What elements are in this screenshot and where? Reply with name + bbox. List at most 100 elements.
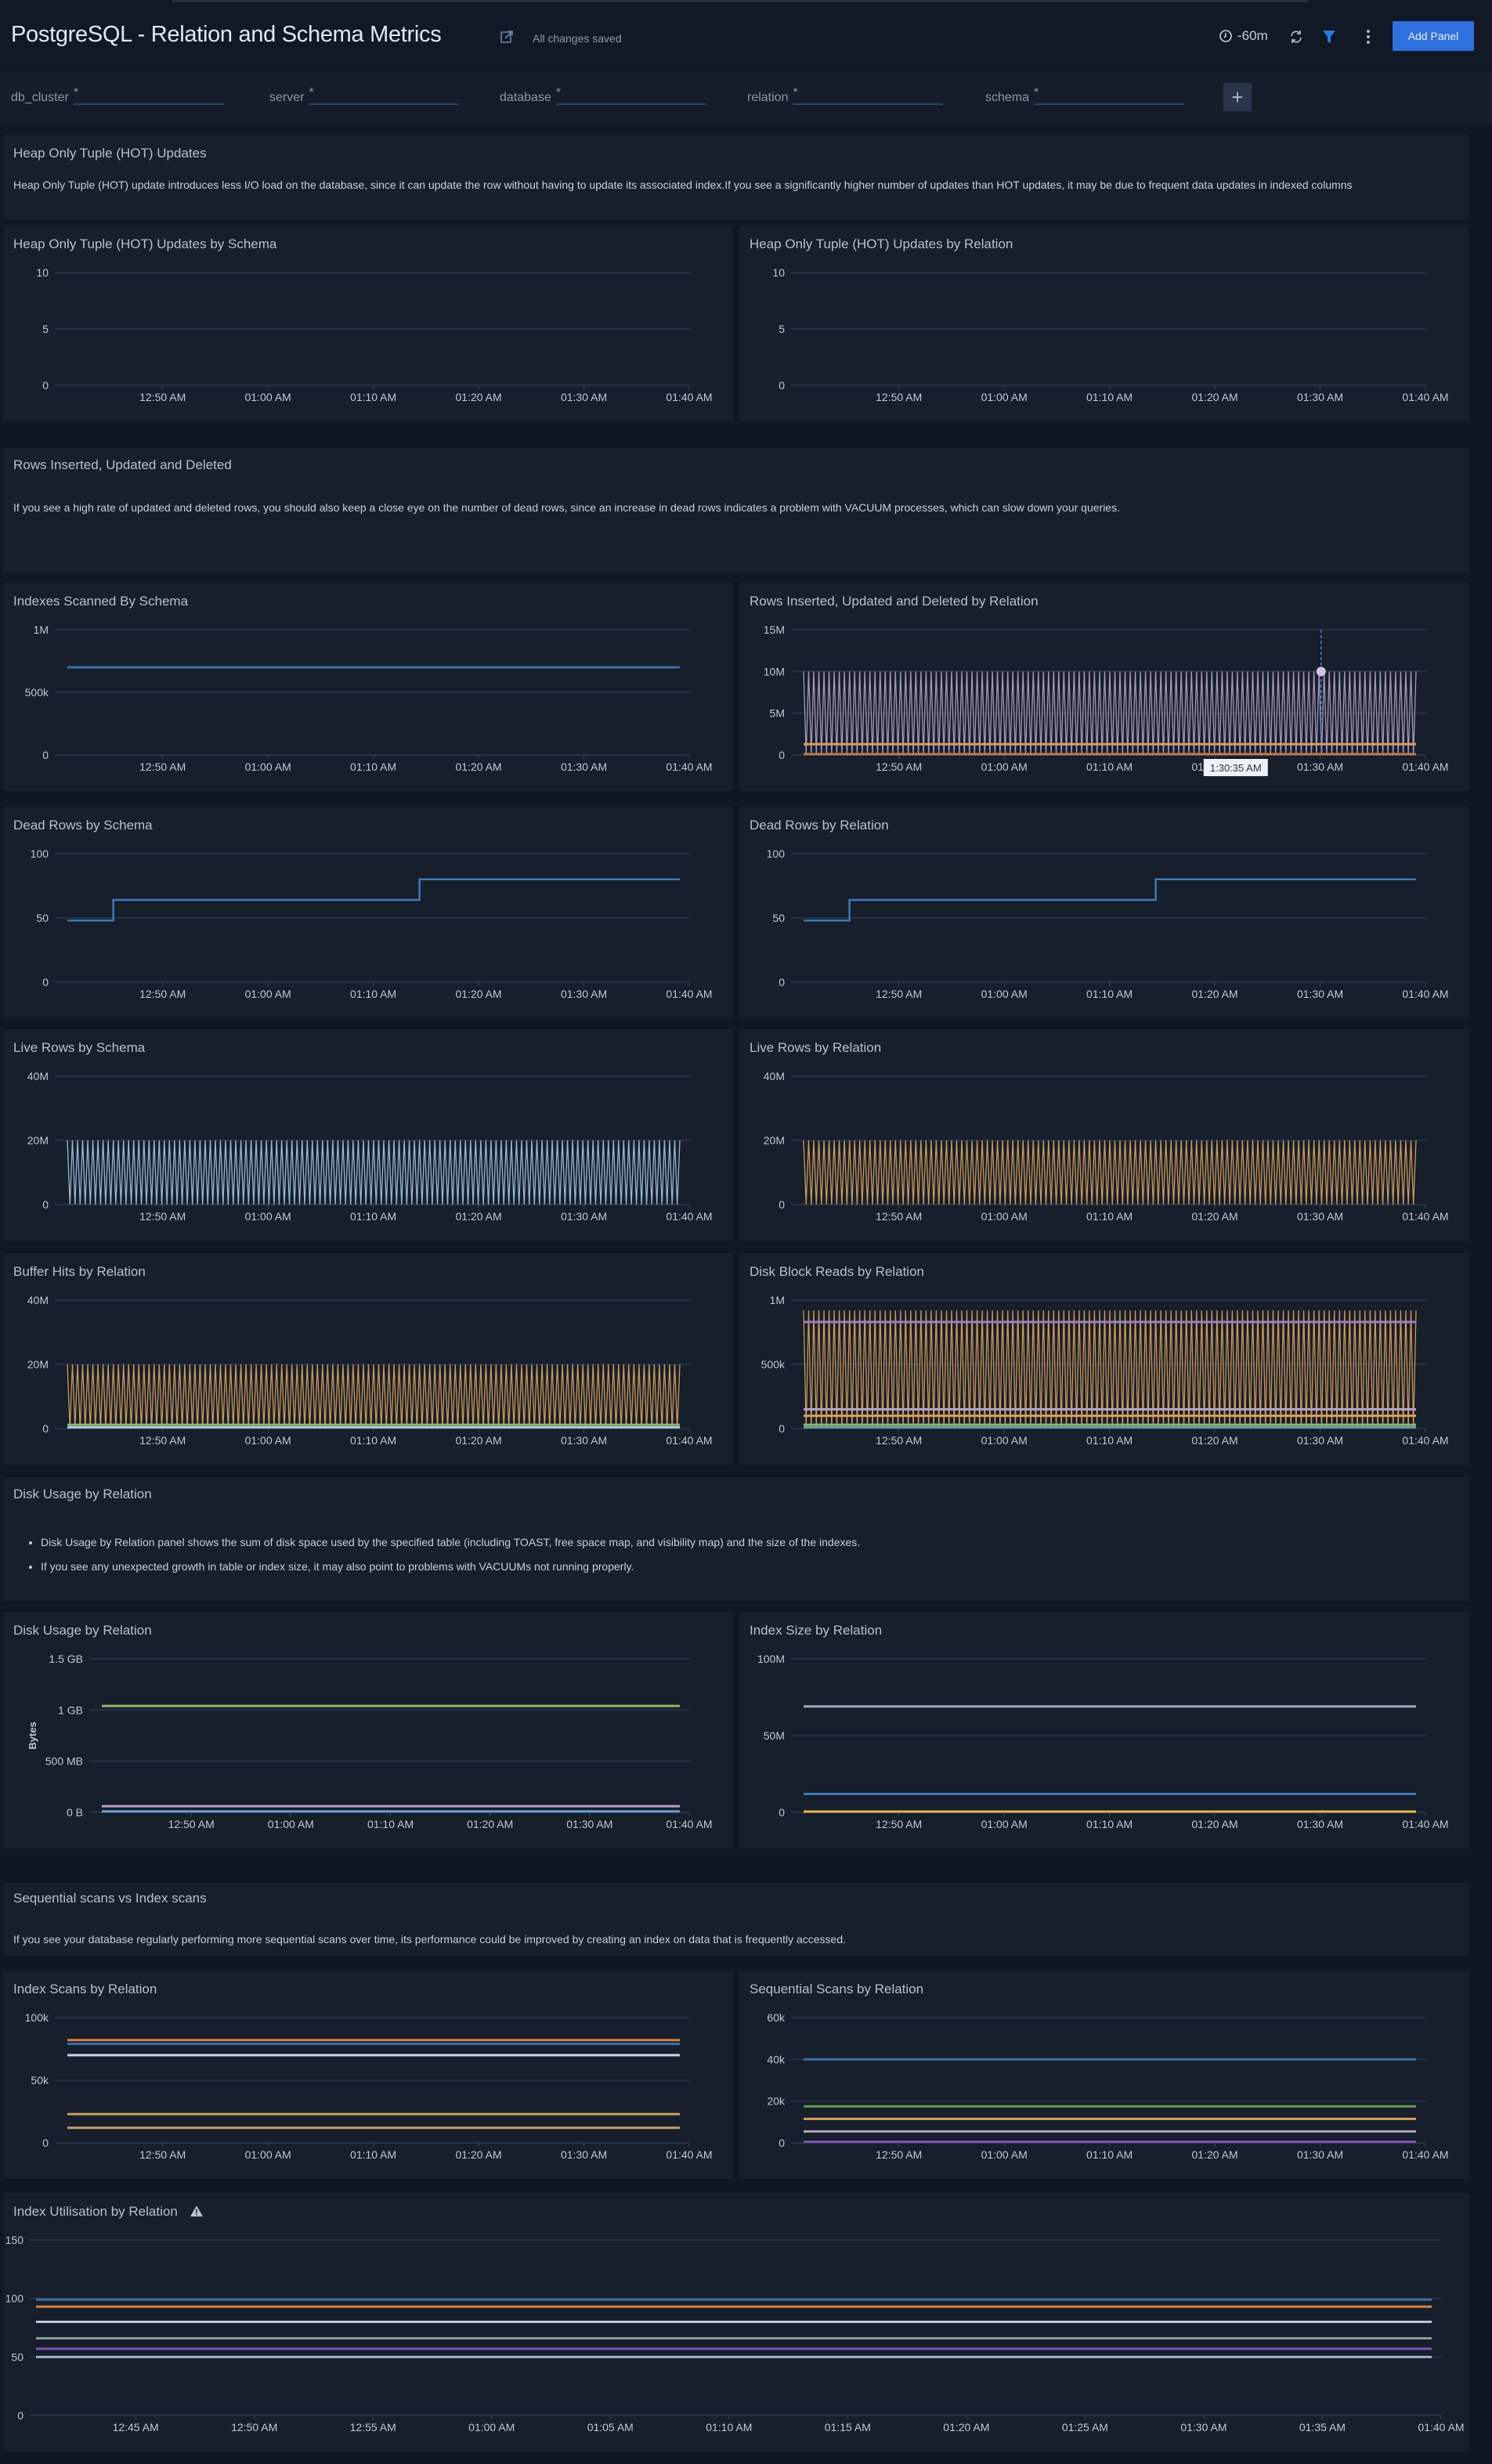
x-tick-label: 01:00 AM (468, 2421, 515, 2433)
x-tick-label: 12:50 AM (139, 761, 186, 773)
chart-panel-seq-scans-by-relation: 0 20k 40k 60k 12:50 AM 01:00 AM 01:10 AM 01:20 … (739, 1971, 1469, 2179)
x-tick-label: 01:35 AM (1299, 2421, 1346, 2433)
panel-title: Dead Rows by Relation (750, 818, 889, 833)
x-tick-label: 01:30 AM (1297, 2148, 1343, 2161)
filter-icon[interactable] (1320, 28, 1338, 45)
x-tick-label: 12:50 AM (139, 988, 186, 1000)
y-tick-label: 40k (767, 2053, 786, 2065)
y-tick-label: 50 (11, 2350, 23, 2363)
chart-plot[interactable]: 0 20k 40k 60k 12:50 AM 01:00 AM 01:10 AM 01:20 … (739, 1971, 1469, 2179)
schema-input[interactable]: * (1034, 86, 1185, 105)
y-tick-label: 150 (5, 2234, 24, 2246)
db-cluster-input[interactable]: * (73, 86, 224, 105)
chart-plot[interactable]: 0 B 500 MB 1 GB 1.5 GB Bytes 12:50 AM 01:00 AM… (3, 1612, 733, 1848)
y-tick-label: 1M (34, 623, 49, 636)
x-tick-label: 01:20 AM (456, 761, 502, 773)
server-input[interactable]: * (309, 86, 460, 105)
panel-description: Heap Only Tuple (HOT) update introduces … (13, 179, 1353, 191)
more-vertical-icon[interactable] (1360, 28, 1377, 45)
x-tick-label: 01:30 AM (1297, 1210, 1343, 1223)
x-tick-label: 01:40 AM (666, 761, 712, 773)
x-tick-label: 01:20 AM (1192, 1210, 1238, 1223)
filter-relation[interactable]: relation * (747, 86, 944, 105)
x-tick-label: 12:50 AM (876, 1818, 922, 1830)
chart-plot[interactable]: 0 20M 40M 12:50 AM 01:00 AM 01:10 AM 01:20 AM 0… (3, 1253, 733, 1465)
filter-db-cluster[interactable]: db_cluster * (11, 86, 224, 105)
x-tick-label: 01:40 AM (666, 988, 712, 1000)
edit-icon[interactable] (500, 30, 514, 44)
relation-input[interactable]: * (793, 86, 944, 105)
y-tick-label: 10 (772, 266, 785, 279)
chart-plot[interactable]: 0 5 10 12:50 AM 01:00 AM 01:10 AM 01:20 AM 01:3… (739, 226, 1469, 421)
refresh-icon[interactable] (1288, 28, 1305, 45)
y-tick-label: 20k (767, 2095, 786, 2108)
y-tick-label: 0 (42, 1198, 49, 1211)
chart-plot[interactable]: 0 50 100 150 12:45 AM 12:50 AM 12:55 AM 01:00 A… (3, 2193, 1469, 2451)
x-tick-label: 01:20 AM (456, 1210, 502, 1223)
y-tick-label: 0 B (67, 1806, 83, 1819)
x-tick-label: 01:20 AM (456, 988, 502, 1000)
y-tick-label: 0 (779, 976, 785, 988)
panel-title: Heap Only Tuple (HOT) Updates by Schema (13, 237, 277, 251)
chart-plot[interactable]: 0 20M 40M 12:50 AM 01:00 AM 01:10 AM 01:20 AM 0… (3, 1029, 733, 1241)
x-tick-label: 12:50 AM (876, 1210, 922, 1223)
x-tick-label: 01:00 AM (981, 2148, 1028, 2161)
panel-title: Sequential scans vs Index scans (13, 1891, 207, 1906)
x-tick-label: 01:40 AM (666, 391, 712, 403)
x-tick-label: 01:00 AM (245, 391, 291, 403)
x-tick-label: 01:10 AM (350, 988, 396, 1000)
x-tick-label: 12:50 AM (139, 2148, 186, 2161)
save-status: All changes saved (533, 32, 622, 45)
y-tick-label: 500k (761, 1358, 786, 1371)
chart-panel-buffer-hits-by-relation: 0 20M 40M 12:50 AM 01:00 AM 01:10 AM 01:20 AM 0… (3, 1253, 733, 1465)
y-tick-label: 100 (767, 847, 786, 860)
chart-panel-index-utilisation-by-relation: 0 50 100 150 12:45 AM 12:50 AM 12:55 AM 01:00 A… (3, 2193, 1469, 2451)
x-tick-label: 01:40 AM (666, 1210, 712, 1223)
add-panel-button[interactable]: Add Panel (1393, 21, 1474, 51)
y-tick-label: 0 (779, 749, 785, 761)
x-tick-label: 12:50 AM (876, 1434, 922, 1447)
warning-icon[interactable] (190, 2205, 204, 2221)
panel-title: Live Rows by Relation (750, 1040, 882, 1055)
filter-server[interactable]: server * (269, 86, 460, 105)
chart-panel-index-size-by-relation: 0 50M 100M 12:50 AM 01:00 AM 01:10 AM 01:20 AM… (739, 1612, 1469, 1848)
filter-database[interactable]: database * (500, 86, 706, 105)
chart-plot[interactable]: 0 50 100 12:50 AM 01:00 AM 01:10 AM 01:20 AM 01… (739, 807, 1469, 1018)
x-tick-label: 01:20 AM (456, 1434, 502, 1447)
x-tick-label: 01:20 AM (467, 1818, 513, 1830)
chart-plot[interactable]: 0 5 10 12:50 AM 01:00 AM 01:10 AM 01:20 AM 01:3… (3, 226, 733, 421)
chart-plot[interactable]: 0 50 100 12:50 AM 01:00 AM 01:10 AM 01:20 AM 01… (3, 807, 733, 1018)
add-filter-button[interactable]: + (1223, 83, 1252, 111)
y-tick-label: 1M (770, 1294, 785, 1306)
panel-description: If you see your database regularly perfo… (13, 1933, 847, 1946)
chart-plot[interactable]: 0 20M 40M 12:50 AM 01:00 AM 01:10 AM 01:20 AM 0… (739, 1029, 1469, 1241)
x-tick-label: 01:30 AM (1297, 391, 1343, 403)
text-panel-rows: Rows Inserted, Updated and Deleted If yo… (3, 448, 1469, 573)
chart-plot[interactable]: 0 50M 100M 12:50 AM 01:00 AM 01:10 AM 01:20 AM… (739, 1612, 1469, 1848)
x-tick-label: 01:25 AM (1062, 2421, 1108, 2433)
database-input[interactable]: * (555, 86, 706, 105)
x-tick-label: 12:50 AM (168, 1818, 215, 1830)
x-tick-label: 01:10 AM (367, 1818, 414, 1830)
filter-schema[interactable]: schema * (985, 86, 1185, 105)
chart-plot[interactable]: 0 50k 100k 12:50 AM 01:00 AM 01:10 AM 01:20 AM… (3, 1971, 733, 2179)
x-tick-label: 12:50 AM (876, 761, 922, 773)
required-marker: * (555, 86, 562, 99)
x-tick-label: 01:40 AM (1402, 1210, 1448, 1223)
x-tick-label: 01:30 AM (561, 988, 607, 1000)
chart-plot[interactable]: 0 500k 1M 12:50 AM 01:00 AM 01:10 AM 01:20 AM 0… (3, 583, 733, 791)
filter-label: db_cluster (11, 91, 69, 104)
required-marker: * (309, 86, 314, 99)
x-tick-label: 01:20 AM (456, 2148, 502, 2161)
x-tick-label: 01:40 AM (1402, 1434, 1448, 1447)
y-tick-label: 500 MB (45, 1755, 83, 1768)
x-tick-label: 01:10 AM (706, 2421, 752, 2433)
time-range-button[interactable]: -60m (1219, 28, 1268, 44)
x-tick-label: 01:00 AM (981, 391, 1028, 403)
y-tick-label: 50k (31, 2074, 49, 2086)
chart-plot[interactable]: 0 500k 1M 12:50 AM 01:00 AM 01:10 AM 01:20 AM 0… (739, 1253, 1469, 1465)
x-tick-label: 01:40 AM (666, 1818, 712, 1830)
y-tick-label: 0 (17, 2409, 23, 2422)
time-tooltip (1203, 759, 1268, 776)
